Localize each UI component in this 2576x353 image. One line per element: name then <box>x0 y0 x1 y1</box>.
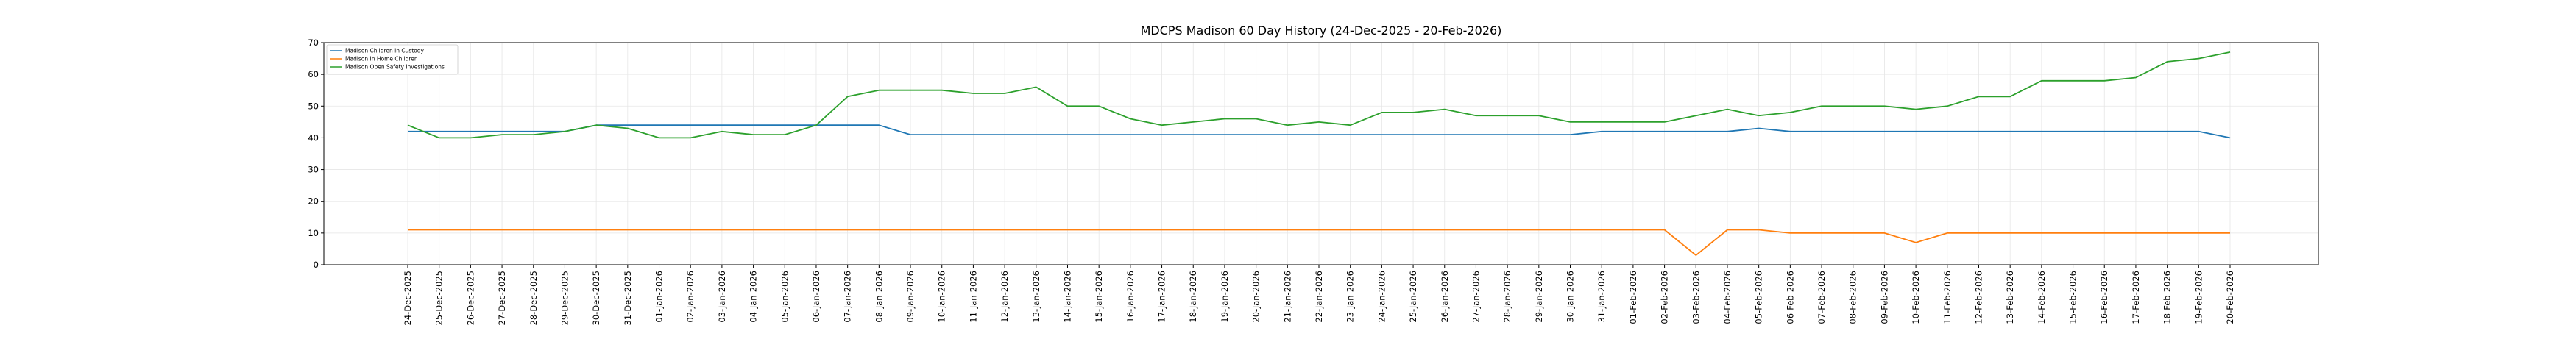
x-tick-label: 23-Jan-2026 <box>1345 271 1356 323</box>
y-tick-label: 50 <box>308 101 319 111</box>
x-tick-label: 12-Jan-2026 <box>999 271 1010 323</box>
y-axis: 0 10 20 30 40 50 60 70 <box>308 38 324 270</box>
x-tick-label: 15-Jan-2026 <box>1094 271 1104 323</box>
series-line-in-home-children <box>408 229 2230 257</box>
x-tick-label: 29-Jan-2026 <box>1534 271 1544 323</box>
x-tick-label: 13-Feb-2026 <box>2005 271 2015 324</box>
x-tick-label: 10-Feb-2026 <box>1911 271 1921 324</box>
x-tick-label: 13-Jan-2026 <box>1031 271 1041 323</box>
x-tick-label: 18-Feb-2026 <box>2162 271 2173 324</box>
x-tick-label: 14-Jan-2026 <box>1062 271 1072 323</box>
y-tick-label: 10 <box>308 228 319 238</box>
x-tick-label: 24-Dec-2025 <box>403 271 413 325</box>
x-tick-label: 04-Feb-2026 <box>1722 271 1733 324</box>
x-tick-label: 09-Jan-2026 <box>905 271 916 323</box>
x-tick-label: 02-Jan-2026 <box>685 271 696 323</box>
x-tick-label: 07-Jan-2026 <box>843 271 853 323</box>
x-tick-label: 25-Dec-2025 <box>434 271 445 325</box>
x-tick-label: 24-Jan-2026 <box>1376 271 1387 323</box>
x-tick-label: 09-Feb-2026 <box>1879 271 1889 324</box>
y-tick-label: 30 <box>308 165 319 175</box>
x-tick-label: 17-Feb-2026 <box>2131 271 2141 324</box>
legend: Madison Children in Custody Madison In H… <box>326 44 459 75</box>
x-tick-label: 21-Jan-2026 <box>1282 271 1292 323</box>
x-tick-label: 16-Feb-2026 <box>2099 271 2109 324</box>
y-tick-label: 60 <box>308 69 319 79</box>
x-tick-label: 08-Feb-2026 <box>1848 271 1858 324</box>
x-tick-label: 04-Jan-2026 <box>749 271 759 323</box>
y-tick-label: 0 <box>314 260 319 270</box>
x-tick-label: 27-Dec-2025 <box>497 271 507 325</box>
plot-area-frame <box>323 42 2319 265</box>
x-tick-label: 14-Feb-2026 <box>2037 271 2047 324</box>
series-lines <box>407 51 2231 257</box>
x-tick-label: 12-Feb-2026 <box>1973 271 1984 324</box>
x-tick-label: 11-Jan-2026 <box>968 271 978 323</box>
x-tick-label: 22-Jan-2026 <box>1314 271 1324 323</box>
x-tick-label: 30-Dec-2025 <box>591 271 601 325</box>
x-tick-label: 01-Feb-2026 <box>1628 271 1638 324</box>
legend-label-in-home: Madison In Home Children <box>345 56 418 63</box>
x-tick-label: 28-Dec-2025 <box>528 271 539 325</box>
x-tick-label: 06-Feb-2026 <box>1785 271 1795 324</box>
x-tick-label: 05-Jan-2026 <box>779 271 790 323</box>
legend-label-custody: Madison Children in Custody <box>345 48 425 54</box>
x-tick-label: 28-Jan-2026 <box>1502 271 1512 323</box>
x-tick-label: 19-Jan-2026 <box>1220 271 1230 323</box>
x-tick-label: 27-Jan-2026 <box>1471 271 1481 323</box>
x-tick-label: 20-Jan-2026 <box>1251 271 1262 323</box>
x-tick-label: 20-Feb-2026 <box>2225 271 2235 324</box>
x-tick-label: 01-Jan-2026 <box>654 271 665 323</box>
x-tick-label: 05-Feb-2026 <box>1754 271 1764 324</box>
x-tick-label: 30-Jan-2026 <box>1565 271 1576 323</box>
x-tick-label: 07-Feb-2026 <box>1816 271 1827 324</box>
x-tick-label: 29-Dec-2025 <box>559 271 570 325</box>
chart-title: MDCPS Madison 60 Day History (24-Dec-202… <box>1141 24 1502 38</box>
x-tick-label: 31-Dec-2025 <box>623 271 633 325</box>
legend-label-investigations: Madison Open Safety Investigations <box>345 64 445 71</box>
x-tick-label: 15-Feb-2026 <box>2068 271 2078 324</box>
y-tick-label: 70 <box>308 38 319 48</box>
x-tick-label: 03-Feb-2026 <box>1691 271 1701 324</box>
y-tick-label: 40 <box>308 132 319 143</box>
x-tick-label: 31-Jan-2026 <box>1596 271 1607 323</box>
x-tick-label: 06-Jan-2026 <box>811 271 821 323</box>
x-tick-label: 26-Jan-2026 <box>1440 271 1450 323</box>
x-tick-label: 18-Jan-2026 <box>1188 271 1198 323</box>
x-tick-label: 17-Jan-2026 <box>1157 271 1167 323</box>
x-tick-label: 11-Feb-2026 <box>1942 271 1953 324</box>
series-line-children-in-custody <box>408 124 2231 139</box>
series-line-open-safety-investigations <box>407 51 2231 139</box>
x-tick-label: 08-Jan-2026 <box>874 271 884 323</box>
x-tick-label: 10-Jan-2026 <box>937 271 947 323</box>
x-tick-label: 25-Jan-2026 <box>1408 271 1418 323</box>
x-tick-label: 16-Jan-2026 <box>1125 271 1136 323</box>
legend-box <box>326 44 459 75</box>
x-tick-label: 26-Dec-2025 <box>465 271 475 325</box>
x-axis: 24-Dec-2025 25-Dec-2025 26-Dec-2025 27-Dec-… <box>403 265 2235 325</box>
y-tick-label: 20 <box>308 196 319 207</box>
x-tick-label: 19-Feb-2026 <box>2193 271 2204 324</box>
x-tick-label: 02-Feb-2026 <box>1660 271 1670 324</box>
x-tick-label: 03-Jan-2026 <box>717 271 727 323</box>
